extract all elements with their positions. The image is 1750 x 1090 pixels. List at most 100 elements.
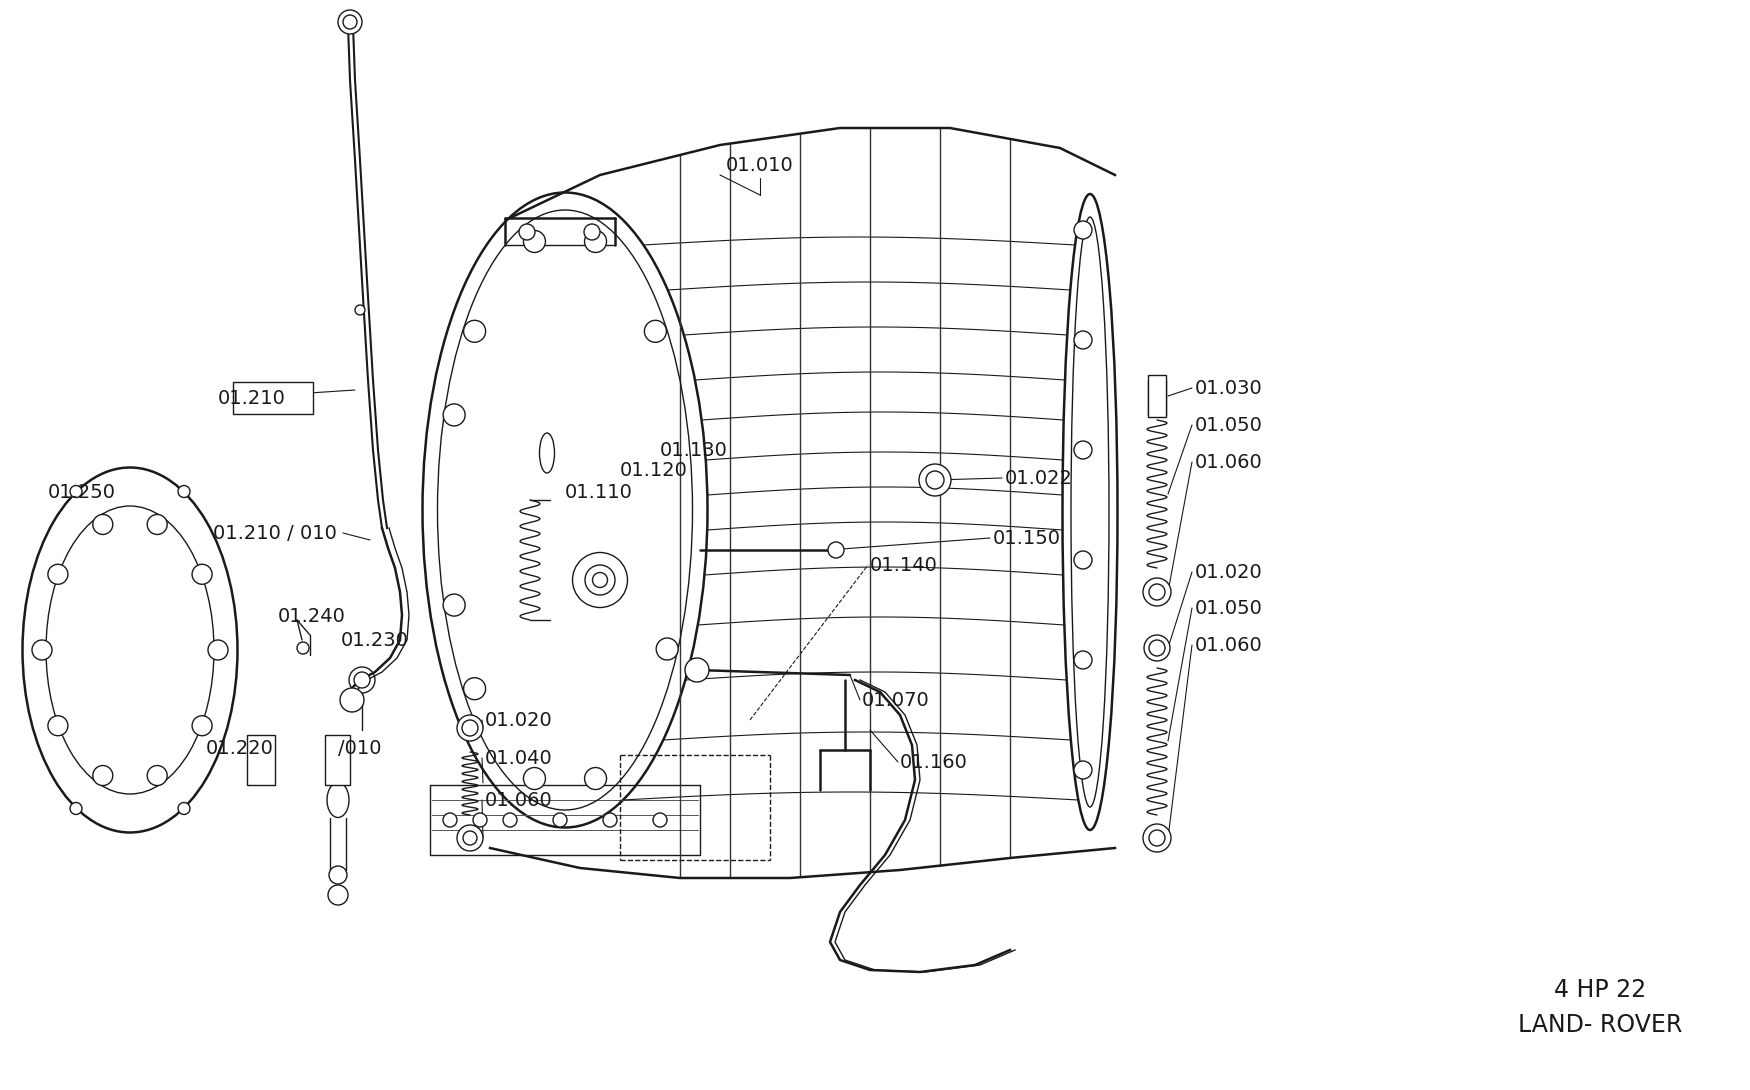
Ellipse shape [572,553,628,607]
Circle shape [584,767,607,789]
Circle shape [523,767,546,789]
Text: 01.020: 01.020 [485,711,553,729]
Bar [233,382,313,414]
Circle shape [919,464,950,496]
Ellipse shape [584,565,614,595]
Text: 01.240: 01.240 [278,606,346,626]
Circle shape [147,765,168,786]
Circle shape [828,542,844,558]
Text: 01.230: 01.230 [341,630,410,650]
Ellipse shape [593,572,607,588]
Circle shape [464,678,485,700]
Text: 01.060: 01.060 [485,790,553,810]
Circle shape [644,320,667,342]
Circle shape [502,813,516,827]
Text: 01.040: 01.040 [485,749,553,767]
Text: 01.160: 01.160 [900,752,968,772]
Ellipse shape [539,433,555,473]
Text: 01.220: 01.220 [206,739,275,758]
Bar [326,735,350,785]
Bar [247,735,275,785]
Text: 01.020: 01.020 [1195,562,1263,581]
Circle shape [1074,331,1092,349]
Circle shape [1143,824,1171,852]
Circle shape [604,813,618,827]
Circle shape [147,514,168,534]
Text: 01.022: 01.022 [1004,469,1073,487]
Circle shape [443,404,466,426]
Circle shape [584,225,600,240]
Circle shape [464,320,485,342]
Text: 01.120: 01.120 [620,460,688,480]
Circle shape [192,716,212,736]
Text: LAND- ROVER: LAND- ROVER [1517,1013,1682,1037]
Text: 01.210: 01.210 [219,388,285,408]
Text: 01.050: 01.050 [1195,415,1263,435]
Ellipse shape [422,193,707,827]
Circle shape [354,673,369,688]
Circle shape [1150,640,1166,656]
Text: 01.250: 01.250 [47,483,116,501]
Circle shape [1074,552,1092,569]
Circle shape [338,10,362,34]
Circle shape [178,802,191,814]
Text: 01.110: 01.110 [565,483,634,501]
Polygon shape [430,175,1115,860]
Circle shape [462,720,478,736]
Circle shape [1074,221,1092,239]
Text: 01.130: 01.130 [660,440,728,460]
Circle shape [208,640,228,661]
Text: 01.030: 01.030 [1195,378,1263,398]
Circle shape [1150,829,1166,846]
Circle shape [355,305,366,315]
Text: 01.010: 01.010 [726,156,794,174]
Circle shape [457,825,483,851]
Circle shape [1144,635,1171,661]
Circle shape [473,813,487,827]
Circle shape [340,688,364,712]
Circle shape [31,640,52,661]
Circle shape [93,765,112,786]
Circle shape [1074,651,1092,669]
Circle shape [520,225,536,240]
Circle shape [343,15,357,29]
Circle shape [443,594,466,616]
Circle shape [656,638,679,661]
Circle shape [464,831,478,845]
Circle shape [192,565,212,584]
Circle shape [70,802,82,814]
Circle shape [298,642,310,654]
Circle shape [1074,761,1092,779]
Circle shape [553,813,567,827]
Text: 01.210 / 010: 01.210 / 010 [214,523,338,543]
Circle shape [1074,441,1092,459]
Ellipse shape [23,468,238,833]
Text: 01.150: 01.150 [992,529,1060,547]
Ellipse shape [348,667,374,693]
Circle shape [457,715,483,741]
Ellipse shape [1062,194,1118,829]
Circle shape [584,230,607,253]
Circle shape [653,813,667,827]
Circle shape [47,716,68,736]
Circle shape [93,514,112,534]
Circle shape [327,885,348,905]
Circle shape [1143,578,1171,606]
Text: 01.140: 01.140 [870,556,938,574]
Circle shape [70,485,82,497]
Text: 01.060: 01.060 [1195,452,1263,472]
Circle shape [684,658,709,682]
Circle shape [1150,584,1166,600]
Circle shape [523,230,546,253]
Bar [1148,375,1166,417]
Ellipse shape [327,783,348,818]
Circle shape [47,565,68,584]
Text: /010: /010 [338,739,382,758]
Text: 4 HP 22: 4 HP 22 [1554,978,1647,1002]
Text: 01.060: 01.060 [1195,635,1263,654]
Text: 01.050: 01.050 [1195,598,1263,618]
Ellipse shape [329,865,346,884]
Circle shape [178,485,191,497]
Circle shape [926,471,943,489]
Circle shape [443,813,457,827]
